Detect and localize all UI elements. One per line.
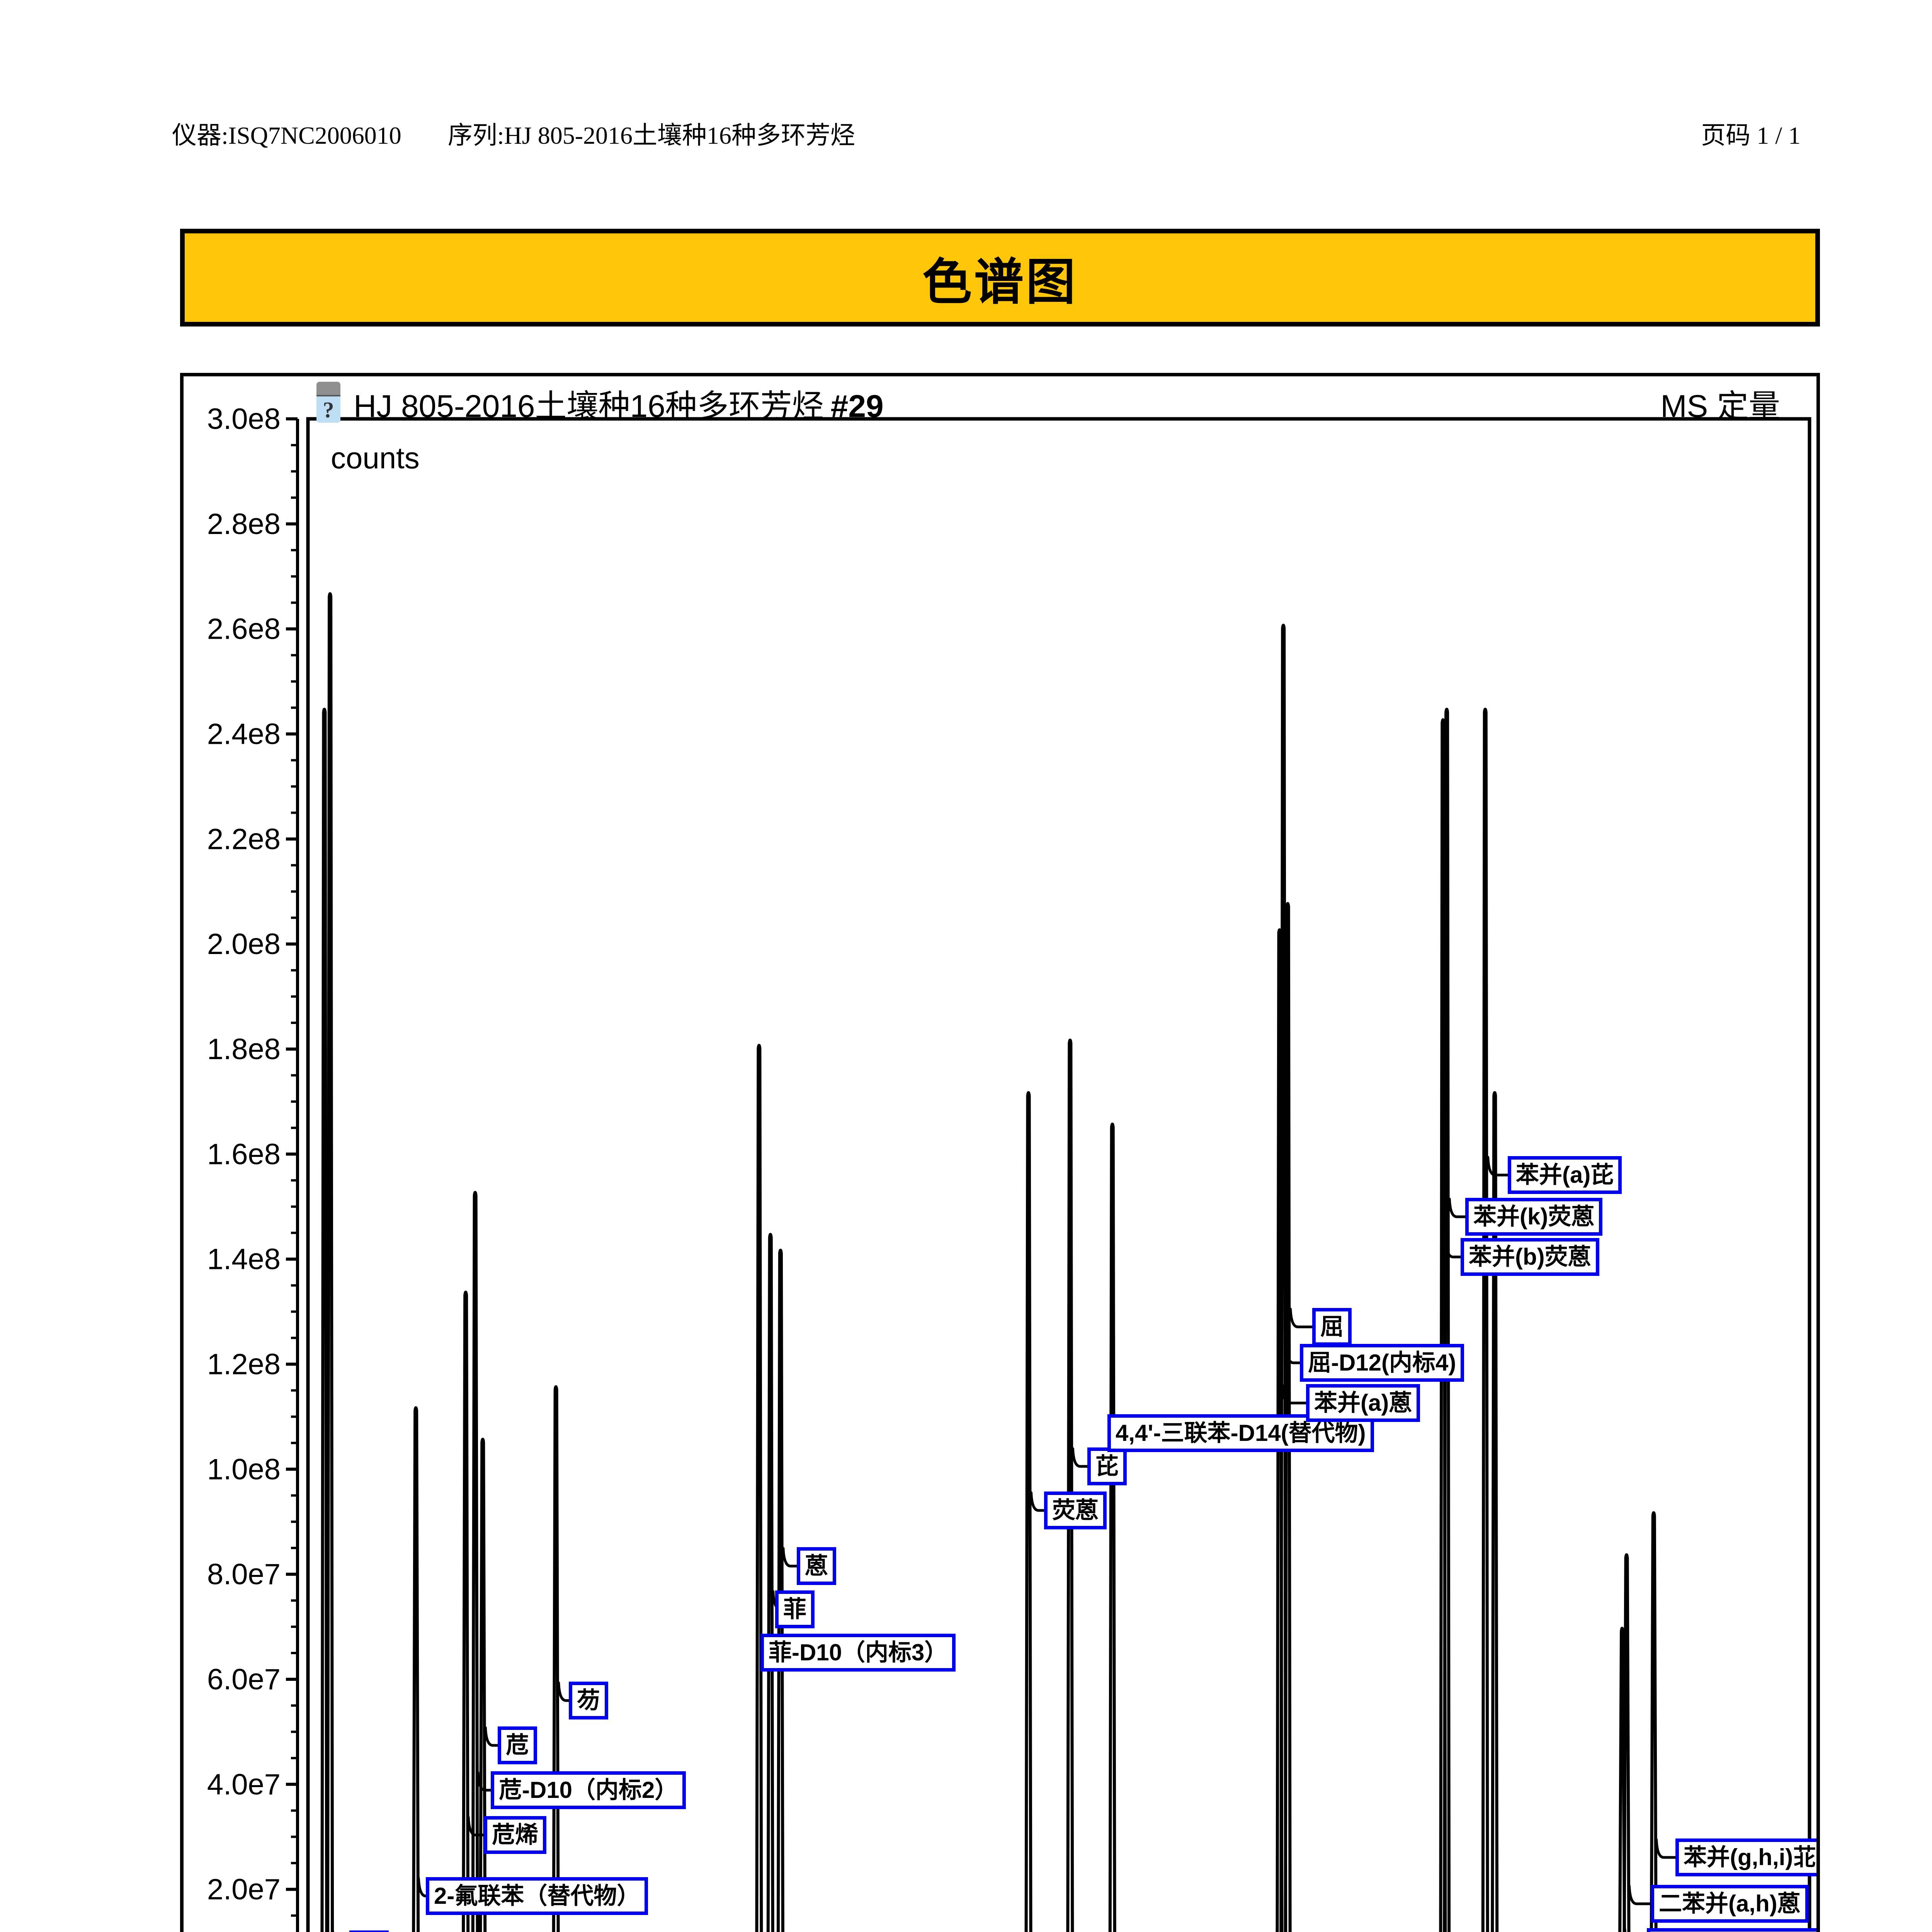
peak-trace — [766, 1233, 774, 1932]
peak-trace — [1622, 1553, 1631, 1932]
peak-trace — [1491, 1091, 1499, 1932]
peak-label: 苯并(k)荧蒽 — [1465, 1198, 1603, 1236]
peak-trace — [1279, 624, 1287, 1932]
y-tick-label: 4.0e7 — [207, 1768, 281, 1801]
peak-trace — [1439, 718, 1447, 1932]
peak-label: 屈 — [1312, 1308, 1352, 1346]
y-tick-label: 1.0e8 — [207, 1453, 281, 1486]
peak-leader-line — [782, 1547, 800, 1568]
sequence-label: 序列:HJ 805-2016土壤种16种多环芳烃 — [447, 122, 855, 149]
peak-label: 苊-D10（内标2） — [491, 1771, 686, 1809]
peak-trace — [1024, 1091, 1032, 1932]
injection-number: #29 — [830, 389, 884, 424]
peak-label: 苊 — [498, 1726, 537, 1764]
peak-label: 萘 — [349, 1930, 389, 1932]
y-tick-label: 2.2e8 — [207, 823, 281, 855]
peak-trace — [462, 1291, 470, 1932]
peak-trace — [1650, 1511, 1658, 1932]
peak-leader-line — [484, 1726, 501, 1747]
peak-label: 茚并(1,2,3-cd)芘 — [1647, 1928, 1816, 1932]
y-tick-label: 1.6e8 — [207, 1138, 281, 1171]
chart-title: HJ 805-2016土壤种16种多环芳烃 #29 — [354, 380, 884, 426]
peak-label: 苊烯 — [484, 1816, 546, 1854]
peak-label: 二苯并(a,h)蒽 — [1651, 1885, 1809, 1923]
peak-label: 2-氟联苯（替代物） — [426, 1877, 648, 1915]
page-number: 页码 1 / 1 — [1701, 122, 1801, 149]
peak-leader-line — [1486, 1156, 1511, 1177]
plot-frame — [306, 417, 1811, 1932]
y-tick-label: 1.4e8 — [207, 1243, 281, 1276]
peak-trace — [1443, 707, 1451, 1932]
y-tick-label: 2.0e8 — [207, 928, 281, 961]
peak-trace — [1066, 1038, 1074, 1932]
sample-vial-question-icon: ? — [316, 382, 340, 423]
peak-leader-line — [1284, 1344, 1303, 1364]
question-glyph: ? — [323, 397, 334, 422]
y-tick-label: 2.6e8 — [207, 613, 281, 646]
peak-leader-line — [1655, 1838, 1679, 1859]
peak-leader-line — [476, 1771, 494, 1792]
peak-trace — [552, 1385, 560, 1932]
peak-label: 蒽 — [797, 1547, 836, 1585]
peak-label: 苯并(a)蒽 — [1306, 1384, 1420, 1422]
peak-leader-line — [1448, 1197, 1468, 1218]
y-tick-label: 2.8e8 — [207, 508, 281, 541]
y-tick-label: 2.4e8 — [207, 718, 281, 750]
peak-leader-line — [1030, 1491, 1047, 1512]
peak-trace — [412, 1406, 420, 1932]
y-tick-label: 1.2e8 — [207, 1348, 281, 1381]
peak-trace — [1618, 1627, 1626, 1932]
report-title-banner: 色谱图 — [180, 229, 1820, 327]
peak-label: 屈-D12(内标4) — [1300, 1344, 1464, 1382]
peak-label: 菲-D10（内标3） — [760, 1634, 956, 1672]
page-header: 仪器:ISQ7NC2006010 序列:HJ 805-2016土壤种16种多环芳… — [172, 116, 1801, 151]
peak-leader-line — [557, 1681, 572, 1702]
peak-trace — [471, 1190, 479, 1932]
peak-label: 菲 — [775, 1590, 815, 1628]
peak-label: 芴 — [569, 1682, 608, 1719]
y-tick-label: 3.0e8 — [207, 403, 281, 435]
peak-trace — [1481, 707, 1489, 1932]
y-tick-label: 2.0e7 — [207, 1873, 281, 1906]
quant-mode-label: MS 定量 — [1660, 389, 1780, 424]
peak-leader-line — [1444, 1238, 1464, 1259]
peak-leader-line — [1071, 1447, 1090, 1468]
chromatogram-plot: 3.0e8 2.8e8 2.6e8 2.4e8 2.2e8 2.0e8 1.8e8 1.6e8… — [207, 403, 1811, 1932]
y-tick-label: 1.8e8 — [207, 1033, 281, 1066]
peak-leader-line — [1281, 1384, 1309, 1405]
y-unit-label: counts — [331, 441, 420, 475]
peak-trace — [1284, 902, 1292, 1932]
peak-trace — [1108, 1122, 1116, 1932]
vial-cap — [316, 382, 340, 396]
peak-trace — [776, 1248, 784, 1932]
chart-title-row: ? HJ 805-2016土壤种16种多环芳烃 #29 MS 定量 — [184, 376, 1816, 424]
peak-trace — [326, 592, 334, 1932]
peak-label: 芘 — [1087, 1447, 1127, 1485]
chart-title-main: HJ 805-2016土壤种16种多环芳烃 — [354, 389, 824, 424]
chromatogram-frame: ? HJ 805-2016土壤种16种多环芳烃 #29 MS 定量 3.0e8 2.… — [180, 373, 1820, 1932]
peak-label: 苯并(a)芘 — [1508, 1156, 1622, 1194]
peak-label: 苯并(g,h,i)苝 — [1675, 1838, 1816, 1876]
y-tick-label: 8.0e7 — [207, 1558, 281, 1591]
vial-body: ? — [316, 396, 340, 423]
instrument-label: 仪器:ISQ7NC2006010 — [172, 122, 401, 149]
peak-leader-line — [467, 1816, 487, 1837]
peak-trace — [1276, 928, 1284, 1932]
peak-trace — [320, 707, 328, 1932]
peak-leader-line — [1628, 1884, 1654, 1905]
peak-leader-line — [1289, 1308, 1315, 1328]
peak-trace — [755, 1044, 763, 1932]
peak-trace — [479, 1437, 487, 1932]
peak-label: 苯并(b)荧蒽 — [1461, 1238, 1599, 1276]
peak-label: 荧蒽 — [1044, 1492, 1107, 1529]
report-title: 色谱图 — [922, 255, 1078, 310]
y-tick-label: 6.0e7 — [207, 1663, 281, 1696]
peak-label: 4,4'-三联苯-D14(替代物) — [1107, 1414, 1374, 1452]
